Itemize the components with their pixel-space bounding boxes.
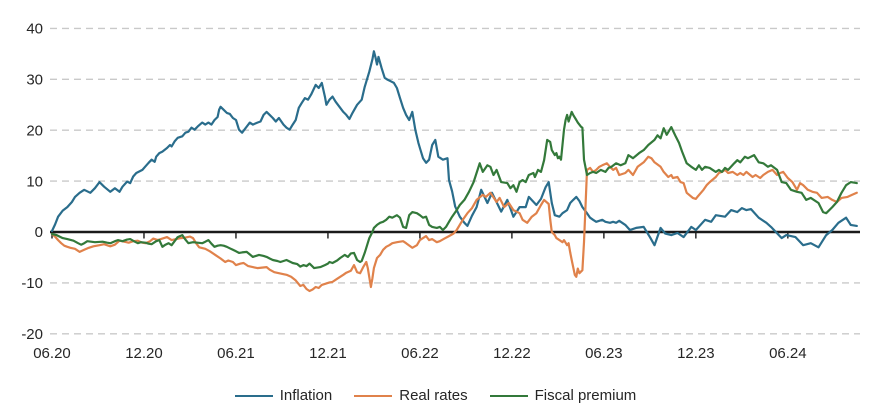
x-axis-tick-label: 12.20 (125, 345, 163, 362)
legend-swatch-inflation (234, 394, 273, 397)
y-axis-tick-label: 10 (26, 173, 43, 190)
legend-label-fiscal-premium: Fiscal premium (534, 387, 637, 404)
legend-item-inflation: Inflation (234, 387, 333, 404)
y-axis-tick-label: -20 (21, 326, 43, 343)
legend-item-fiscal-premium: Fiscal premium (489, 387, 637, 404)
y-axis-tick-label: 20 (26, 122, 43, 139)
x-axis-tick-label: 06.24 (769, 345, 807, 362)
legend-swatch-fiscal-premium (489, 394, 528, 397)
legend-label-real-rates: Real rates (399, 387, 468, 404)
legend-label-inflation: Inflation (279, 387, 333, 404)
x-axis-tick-label: 12.21 (309, 345, 347, 362)
x-axis-tick-label: 06.23 (585, 345, 623, 362)
legend-swatch-real-rates (354, 394, 393, 397)
y-axis-tick-label: 0 (35, 224, 43, 241)
x-axis-tick-label: 06.21 (217, 345, 255, 362)
x-axis-tick-label: 06.20 (33, 345, 71, 362)
series-line-real-rates (50, 155, 858, 293)
x-axis-tick-label: 12.23 (677, 345, 715, 362)
x-axis-tick-label: 12.22 (493, 345, 531, 362)
y-axis-tick-label: 40 (26, 21, 43, 38)
series-line-fiscal-premium (50, 110, 858, 270)
x-axis-tick-label: 06.22 (401, 345, 439, 362)
y-axis-tick-label: -10 (21, 275, 43, 292)
series-line-inflation (50, 50, 858, 249)
chart-legend: Inflation Real rates Fiscal premium (0, 388, 871, 403)
legend-item-real-rates: Real rates (354, 387, 468, 404)
y-axis-tick-label: 30 (26, 72, 43, 89)
